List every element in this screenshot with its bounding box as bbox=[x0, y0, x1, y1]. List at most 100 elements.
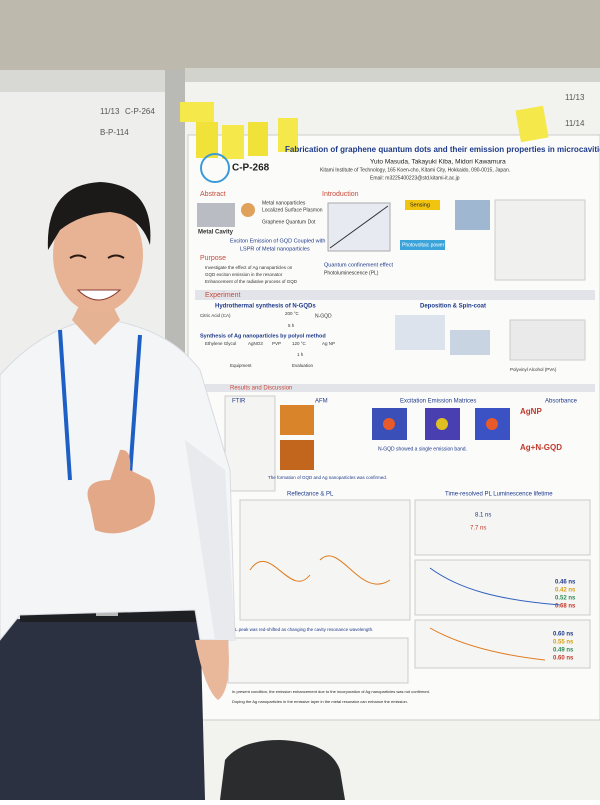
experiment-item: PVP bbox=[272, 341, 281, 346]
abstract-line: Localized Surface Plasmon bbox=[262, 207, 323, 213]
figure bbox=[414, 559, 591, 616]
diagram bbox=[241, 203, 255, 217]
result-heading: Excitation Emission Matrices bbox=[400, 399, 476, 405]
hand bbox=[195, 640, 229, 700]
sticky-note bbox=[196, 122, 218, 158]
lifetime: 0.46 ns bbox=[555, 580, 576, 586]
figure bbox=[227, 637, 409, 684]
section-heading: Introduction bbox=[322, 191, 359, 198]
section-heading: Purpose bbox=[200, 255, 226, 262]
board-frame bbox=[185, 68, 600, 82]
lifetime: 0.49 ns bbox=[553, 648, 574, 654]
thumbs-up-hand bbox=[87, 449, 155, 534]
plot-line bbox=[329, 205, 389, 249]
affiliation: Kitami Institute of Technology, 165 Koen… bbox=[320, 167, 510, 173]
experiment-item: 5 h bbox=[288, 323, 295, 328]
section-band bbox=[195, 384, 595, 392]
result-heading: FTIR bbox=[232, 399, 246, 405]
note: PL peak was red-shifted as changing the … bbox=[232, 627, 373, 632]
afm-image bbox=[280, 440, 314, 470]
panel-label: 11/13 bbox=[565, 93, 585, 102]
logo bbox=[200, 153, 230, 183]
label-box bbox=[405, 200, 440, 210]
bag bbox=[220, 740, 345, 800]
experiment-item: Ag NP bbox=[322, 341, 335, 346]
lifetime: 0.60 ns bbox=[553, 656, 574, 662]
experiment-item: 200 °C bbox=[285, 311, 300, 316]
figure bbox=[509, 319, 586, 361]
authors: Yuto Masuda, Takayuki Kiba, Midori Kawam… bbox=[370, 159, 506, 166]
sub-heading: Deposition & Spin-coat bbox=[420, 304, 486, 310]
smile bbox=[76, 289, 122, 301]
intro-line: Sensing bbox=[410, 202, 430, 208]
result-heading: Ag+N-GQD bbox=[520, 443, 562, 452]
note: The formation of GQD and Ag nanoparticle… bbox=[268, 475, 387, 480]
figure bbox=[414, 499, 591, 556]
panel-label: 11/14 bbox=[565, 119, 585, 128]
hair bbox=[47, 182, 151, 250]
lifetime: 7.7 ns bbox=[470, 526, 486, 532]
face bbox=[53, 197, 143, 313]
diagram bbox=[197, 203, 235, 227]
sticky-note bbox=[515, 105, 549, 143]
abstract-line: Exciton Emission of GQD Coupled with bbox=[230, 238, 325, 244]
poster-id: C-P-268 bbox=[232, 163, 270, 174]
section-band bbox=[195, 290, 595, 300]
lifetime: 0.52 ns bbox=[555, 596, 576, 602]
result-heading: AFM bbox=[315, 399, 328, 405]
note: N-GQD showed a single emission band. bbox=[378, 446, 467, 452]
label-box bbox=[400, 240, 445, 250]
abstract-line: Metal Cavity bbox=[198, 230, 234, 236]
lifetime: 8.1 ns bbox=[475, 513, 491, 519]
experiment-item: 120 °C bbox=[292, 341, 307, 346]
section-heading: Experiment bbox=[205, 292, 240, 299]
trousers bbox=[0, 610, 205, 800]
panel-label: C-P-264 bbox=[125, 107, 155, 116]
curve bbox=[429, 567, 561, 606]
purpose-line: Enhancement of the radiative process of … bbox=[205, 279, 298, 284]
figure bbox=[414, 619, 591, 669]
figure bbox=[239, 499, 411, 621]
sticky-note bbox=[248, 122, 268, 156]
lifetime: 0.42 ns bbox=[555, 588, 576, 594]
eem-peak bbox=[486, 418, 498, 430]
sticky-note bbox=[180, 102, 214, 122]
sticky-note bbox=[278, 118, 298, 152]
experiment-item: Equipment bbox=[230, 363, 252, 368]
purpose-line: Investigate the effect of Ag nanoparticl… bbox=[205, 265, 293, 270]
sub-heading: Synthesis of Ag nanoparticles by polyol … bbox=[200, 333, 326, 339]
poster-title: Fabrication of graphene quantum dots and… bbox=[285, 145, 600, 154]
result-heading: AgNP bbox=[520, 407, 542, 416]
figure bbox=[395, 315, 445, 350]
experiment-item: Ethylene Glycol bbox=[205, 341, 236, 346]
lifetime: 0.55 ns bbox=[553, 640, 574, 646]
purpose-line: GQD exciton emission in the resonator bbox=[205, 272, 283, 277]
experiment-item: Evaluation bbox=[292, 363, 314, 368]
figure bbox=[450, 330, 490, 355]
experiment-item: AgNO3 bbox=[248, 341, 263, 346]
plot bbox=[327, 202, 391, 252]
ceiling bbox=[0, 0, 600, 75]
experiment-item: N-GQD bbox=[315, 313, 332, 319]
experiment-item: 1 h bbox=[297, 352, 304, 357]
section-heading: Abstract bbox=[200, 191, 226, 198]
panel-label: B-P-114 bbox=[100, 128, 129, 137]
experiment-item: Citric Acid (CA) bbox=[200, 313, 231, 318]
lanyard bbox=[58, 329, 142, 481]
email: Email: m3225400223@std.kitami-it.ac.jp bbox=[370, 175, 460, 181]
lifetime: 0.68 ns bbox=[555, 604, 576, 610]
eyes bbox=[69, 254, 125, 259]
board-frame bbox=[0, 70, 170, 92]
lifetime: 0.60 ns bbox=[553, 632, 574, 638]
section-heading: Results and Discussion bbox=[230, 386, 292, 392]
result-heading: Absorbance bbox=[545, 399, 578, 405]
curve bbox=[249, 555, 391, 585]
intro-line: Photovoltaic power bbox=[402, 242, 445, 248]
intro-line: Photoluminescence (PL) bbox=[324, 270, 379, 276]
result-heading: Reflectance & PL bbox=[287, 492, 334, 498]
abstract-line: LSPR of Metal nanoparticles bbox=[240, 246, 310, 252]
afm-image bbox=[280, 405, 314, 435]
eem-peak bbox=[436, 418, 448, 430]
conclusion-line: Doping the Ag nanoparticles in the emiss… bbox=[232, 699, 408, 704]
